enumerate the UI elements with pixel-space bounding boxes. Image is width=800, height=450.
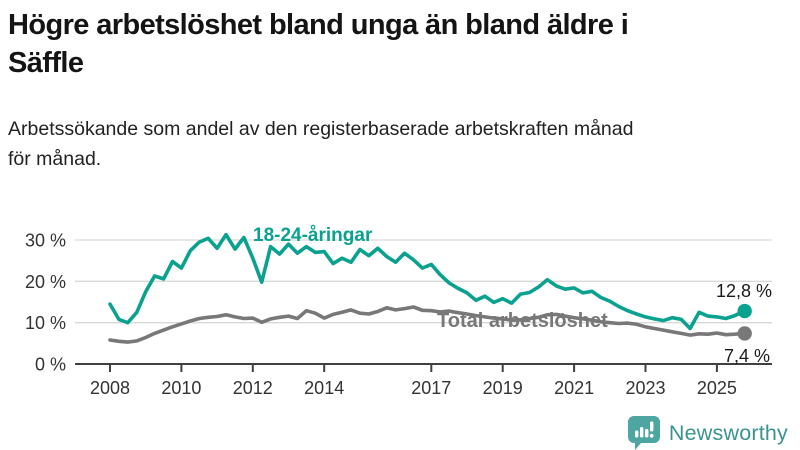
series-end-dot-youth: [737, 303, 752, 319]
chart-subtitle-line-1: Arbetssökande som andel av den registerb…: [8, 118, 634, 140]
page-title-line-1: Högre arbetslöshet bland unga än bland ä…: [8, 9, 629, 41]
x-axis-tick-label: 2021: [554, 378, 594, 398]
logo-bar-1: [634, 430, 639, 438]
page-title: Högre arbetslöshet bland unga än bland ä…: [8, 6, 790, 82]
series-line-youth: [108, 232, 746, 331]
logo-exclamation-stem: [649, 421, 654, 432]
chart-canvas: 0 % 10 % 20 % 30 % 2008 2010 2012 2014 2017 2019 2…: [25, 225, 772, 398]
chart-subtitle-line-2: för månad.: [8, 148, 102, 170]
page-title-line-2: Säffle: [8, 47, 84, 79]
x-axis-tick-label: 2012: [233, 378, 273, 398]
brand-name: Newsworthy: [668, 420, 788, 445]
y-axis-tick-label: 0 %: [35, 355, 66, 375]
x-axis-tick-label: 2017: [411, 378, 451, 398]
logo-exclamation-dot: [649, 433, 654, 438]
x-axis-tick-label: 2025: [697, 378, 737, 398]
x-axis-tick-label: 2019: [483, 378, 523, 398]
series-label-total: Total arbetslöshet: [437, 310, 608, 332]
newsworthy-logo-icon: [627, 416, 660, 450]
end-value-label-youth: 12,8 %: [716, 281, 772, 301]
logo-bar-3: [644, 429, 649, 438]
y-axis-tick-label: 30 %: [25, 231, 66, 251]
x-axis-tick-label: 2023: [625, 378, 665, 398]
series-end-dot-total: [737, 326, 752, 341]
logo-bar-2: [639, 427, 644, 438]
x-axis-tick-label: 2014: [304, 378, 344, 398]
y-axis-tick-label: 10 %: [25, 313, 66, 333]
y-axis-tick-label: 20 %: [25, 272, 66, 292]
end-value-label-total: 7,4 %: [724, 346, 770, 366]
series-label-youth: 18-24-åringar: [253, 225, 373, 246]
unemployment-line-chart: 0 % 10 % 20 % 30 % 2008 2010 2012 2014 2017 2019 2…: [0, 201, 800, 421]
x-axis-tick-label: 2008: [90, 378, 130, 398]
newsworthy-brand: Newsworthy: [627, 416, 788, 450]
chart-subtitle: Arbetssökande som andel av den registerb…: [8, 114, 790, 174]
x-axis-tick-label: 2010: [161, 378, 201, 398]
newsworthy-chart-card: Högre arbetslöshet bland unga än bland ä…: [0, 6, 800, 450]
series-line-total: [108, 305, 746, 344]
logo-speech-bubble: [627, 416, 660, 450]
